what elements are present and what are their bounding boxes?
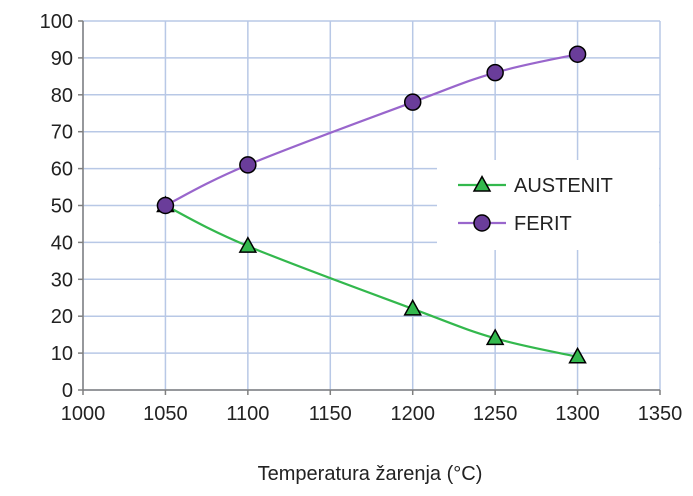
y-tick-label: 50 xyxy=(51,196,73,218)
y-tick-label: 90 xyxy=(51,48,73,70)
legend-item-austenit: AUSTENIT xyxy=(458,175,613,197)
y-tick-label: 0 xyxy=(62,380,73,402)
data-point-austenit xyxy=(403,298,422,316)
y-tick-label: 70 xyxy=(51,122,73,144)
y-tick-label: 60 xyxy=(51,159,73,181)
data-point-austenit xyxy=(568,346,587,364)
data-point-austenit xyxy=(238,236,258,253)
data-point-ferit xyxy=(568,45,587,63)
data-point-ferit xyxy=(486,63,504,82)
y-tick-label: 40 xyxy=(51,232,73,254)
x-tick-label: 1350 xyxy=(638,403,683,425)
x-tick-label: 1200 xyxy=(390,403,435,425)
series-line-austenit xyxy=(164,204,578,358)
legend-marker-ferit xyxy=(473,214,491,232)
data-point-austenit xyxy=(485,328,505,346)
x-axis-title: Temperatura žarenja (°C) xyxy=(258,463,483,485)
y-tick-label: 100 xyxy=(40,11,73,33)
series-ferit xyxy=(156,45,587,215)
y-tick-label: 10 xyxy=(51,343,73,365)
data-point-ferit xyxy=(156,196,175,215)
y-tick-label: 20 xyxy=(51,306,73,328)
legend: AUSTENIT FERIT xyxy=(437,160,659,250)
series-group xyxy=(156,45,587,364)
x-tick-label: 1050 xyxy=(143,403,188,425)
x-tick-label: 1100 xyxy=(226,403,269,425)
data-point-ferit xyxy=(239,156,257,174)
legend-label-ferit: FERIT xyxy=(514,213,572,235)
y-tick-label: 80 xyxy=(51,85,73,107)
legend-box xyxy=(437,160,659,250)
series-line-ferit xyxy=(164,53,578,207)
legend-label-austenit: AUSTENIT xyxy=(514,175,613,197)
legend-item-ferit: FERIT xyxy=(458,213,572,235)
axes: 0 10 20 30 40 50 60 70 80 90 100 1000 1050 1100 1150 12… xyxy=(40,11,683,425)
data-point-ferit xyxy=(403,93,422,111)
x-tick-label: 1250 xyxy=(473,403,518,425)
x-tick-label: 1300 xyxy=(555,403,600,425)
y-tick-label: 30 xyxy=(51,269,73,291)
x-tick-label: 1150 xyxy=(309,403,352,425)
legend-marker-austenit xyxy=(472,175,492,192)
x-tick-label: 1000 xyxy=(61,403,106,425)
